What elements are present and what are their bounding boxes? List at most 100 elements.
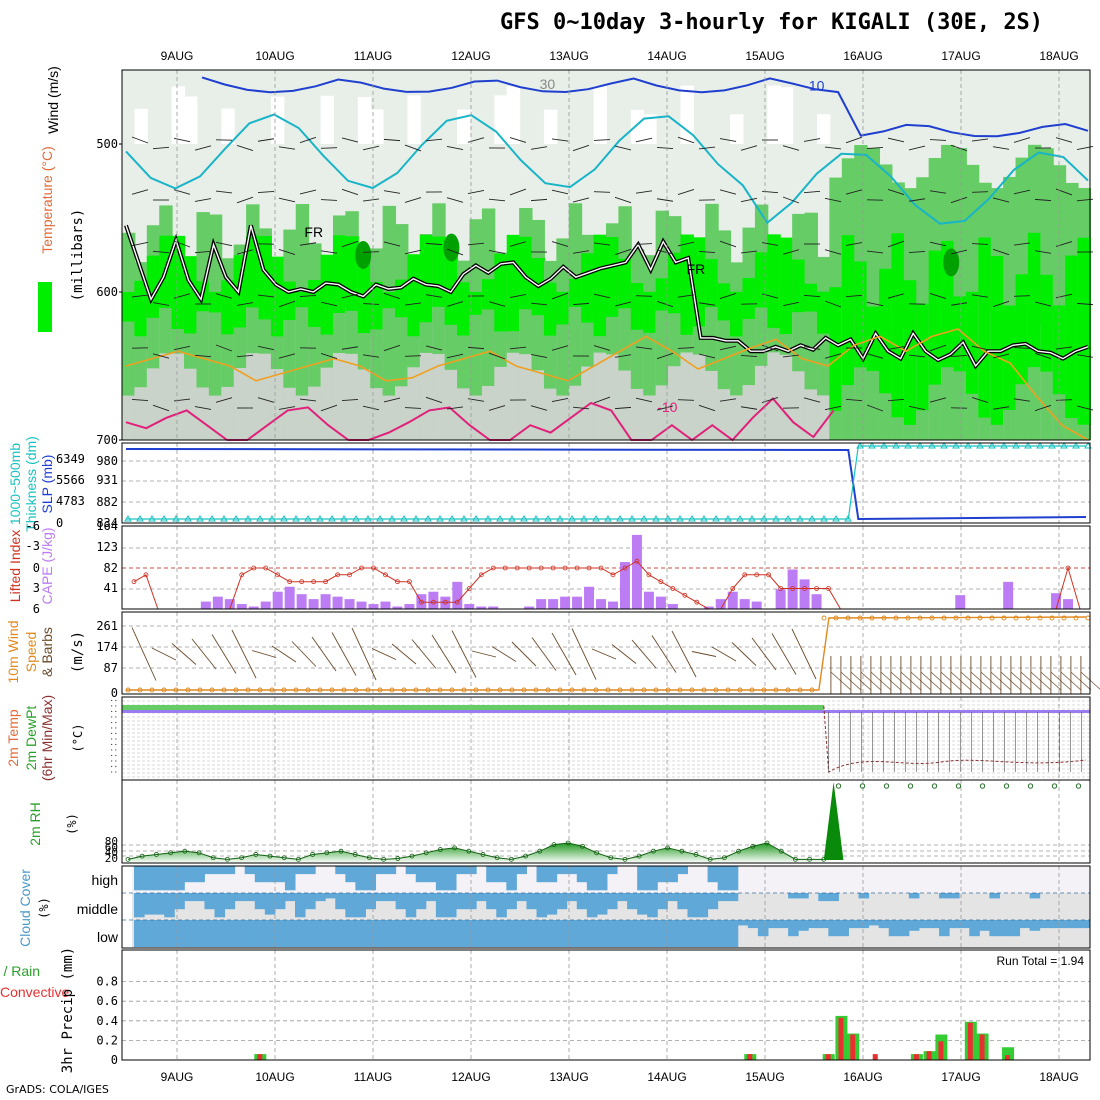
wind-speed-marker (257, 687, 263, 693)
rh-panel (122, 780, 1090, 863)
li-marker (275, 572, 281, 578)
cloud-bar (888, 920, 900, 937)
label-precip: 3hr Precip (mm) (60, 947, 76, 1073)
cloud-bar (335, 893, 346, 910)
wind-barb (320, 250, 338, 254)
cloud-level-label: middle (77, 901, 118, 917)
wind-speed-marker (761, 687, 767, 693)
rh-cell (1052, 165, 1067, 440)
cloud-bar (315, 920, 326, 947)
li-marker (790, 586, 796, 591)
cape-bar (368, 604, 379, 609)
thickness-marker (664, 515, 672, 522)
wind-barb (530, 198, 548, 202)
rh-marker (409, 853, 415, 859)
wind-barb (215, 397, 233, 403)
precip-tick: 0 (111, 1053, 118, 1067)
cloud-bar (325, 920, 336, 947)
wind-barb (362, 405, 380, 411)
wind-barb (824, 353, 842, 359)
cloud-bar (345, 866, 356, 883)
cloud-bar (908, 893, 920, 899)
cloud-bar (617, 920, 628, 947)
temp-tick: ·· (110, 725, 118, 733)
wind-barb (908, 354, 926, 358)
rh-marker (778, 848, 784, 854)
wind-barb (299, 136, 317, 144)
wind-barb (1034, 352, 1052, 360)
label-wind: Wind (m/s) (45, 66, 61, 134)
rh-marker (1051, 783, 1058, 789)
cloud-bar (707, 920, 719, 947)
wind-speed-marker (749, 687, 755, 693)
wind-barb (887, 398, 905, 402)
li-marker (634, 558, 640, 564)
cloud-bar (1039, 920, 1051, 929)
rh-cell (295, 291, 310, 308)
wind-barb (740, 145, 758, 151)
wind-tick: 261 (96, 619, 118, 633)
wind-barb (488, 249, 506, 255)
cloud-bar (969, 920, 980, 937)
rh-cell (506, 234, 521, 332)
cloud-bar (385, 920, 397, 947)
wind-speed-marker (677, 687, 683, 693)
wind-barb (331, 632, 357, 676)
wind-barb (950, 302, 968, 306)
cloud-bar (526, 920, 538, 947)
wind-barb (151, 647, 177, 661)
wind-barb (383, 190, 401, 194)
cloud-bar (798, 920, 809, 931)
rh-marker (693, 852, 699, 857)
wind-barb (383, 138, 401, 142)
cloud-bar (556, 866, 568, 875)
cape-bar (308, 599, 319, 609)
cloud-bar (164, 920, 175, 947)
wind-barb (446, 197, 464, 203)
wind-barb (383, 397, 401, 403)
wind-barb (740, 355, 758, 357)
cloud-bar (154, 920, 165, 947)
wind-barb (446, 145, 464, 151)
cloud-bar (949, 893, 960, 899)
cloud-bar (335, 866, 346, 875)
cloud-bar (214, 920, 226, 947)
rh-cell (655, 278, 670, 311)
rh-cell (618, 258, 632, 309)
temp-panel (122, 697, 1090, 780)
cloud-bar (647, 866, 658, 891)
rh-marker (125, 856, 131, 862)
li-marker (598, 565, 604, 571)
cape-bar (212, 596, 223, 609)
thickness-marker (124, 515, 132, 522)
rh-cell (779, 346, 794, 440)
cloud-bar (536, 866, 548, 883)
cloud-bar (345, 893, 356, 918)
label-millibars: (millibars) (70, 209, 86, 302)
wind-barb (635, 397, 653, 403)
cloud-bar (144, 866, 155, 891)
rh-cell (1052, 305, 1067, 395)
thickness-marker (604, 515, 612, 522)
wind-speed-marker (389, 687, 395, 693)
rh-cell (593, 350, 607, 440)
wind-speed-marker (953, 615, 959, 621)
rh-marker (565, 840, 571, 846)
cloud-bar (657, 920, 668, 947)
wind-speed-marker (305, 687, 311, 693)
cloud-bar (516, 893, 527, 902)
precip-tick: 0.2 (96, 1033, 118, 1047)
wind-barb (571, 628, 597, 680)
cloud-bar (1079, 920, 1091, 929)
cloud-bar (445, 866, 457, 891)
rh-marker (636, 853, 642, 859)
thickness-marker (592, 515, 600, 522)
thickness-marker (424, 515, 432, 522)
cape-tick: 41 (104, 581, 118, 595)
cloud-bar (808, 920, 819, 929)
wind-barb (635, 346, 653, 350)
wind-barb (845, 294, 863, 298)
wind-barb (929, 190, 947, 194)
li-marker (730, 586, 736, 591)
cloud-bar (415, 893, 427, 910)
